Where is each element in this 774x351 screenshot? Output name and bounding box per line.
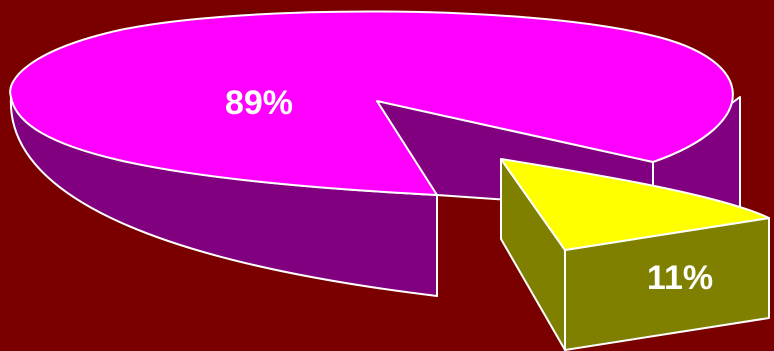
slice-small xyxy=(500,158,770,351)
slice-small-top xyxy=(500,158,770,251)
slice-large-top xyxy=(9,10,734,196)
slice-small-label: 11% xyxy=(647,259,713,297)
slice-large-label: 89% xyxy=(225,84,293,122)
